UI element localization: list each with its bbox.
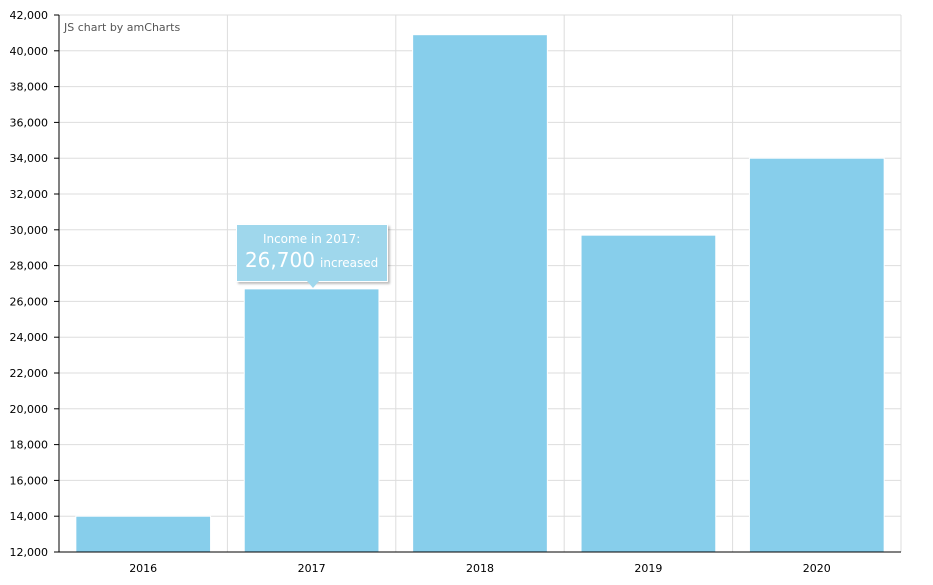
y-tick-label: 22,000 — [10, 367, 49, 380]
y-tick-label: 36,000 — [10, 116, 49, 129]
y-tick-label: 24,000 — [10, 331, 49, 344]
y-tick-label: 30,000 — [10, 224, 49, 237]
chart-credit[interactable]: JS chart by amCharts — [63, 21, 180, 34]
x-tick-label: 2018 — [466, 562, 494, 575]
y-tick-label: 42,000 — [10, 9, 49, 22]
y-tick-label: 28,000 — [10, 260, 49, 273]
bar-2018 — [412, 34, 548, 553]
bars — [75, 34, 885, 553]
tooltip-title: Income in 2017: — [262, 231, 361, 246]
tooltip-suffix: increased — [320, 255, 379, 270]
x-tick-label: 2019 — [634, 562, 662, 575]
bar-2017 — [243, 288, 380, 553]
y-tick-label: 14,000 — [10, 510, 49, 523]
y-tick-label: 18,000 — [10, 439, 49, 452]
y-tick-label: 32,000 — [10, 188, 49, 201]
balloon-tooltip: Income in 2017: 26,700 increased — [235, 223, 388, 288]
y-tick-label: 12,000 — [10, 546, 49, 559]
y-tick-label: 26,000 — [10, 295, 49, 308]
x-tick-label: 2016 — [129, 562, 157, 575]
bar-2019 — [580, 234, 717, 553]
tooltip-pointer — [306, 280, 319, 288]
axes: 12,000 14,000 16,000 18,000 20,000 22,000 24,0… — [10, 9, 901, 575]
x-tick-label: 2017 — [298, 562, 326, 575]
bar-2020 — [748, 157, 885, 553]
y-tick-label: 20,000 — [10, 403, 49, 416]
bar-2016 — [75, 515, 212, 553]
tooltip-value: 26,700 — [244, 247, 315, 272]
y-tick-label: 34,000 — [10, 152, 49, 165]
tooltip-body: 26,700 increased — [237, 248, 387, 272]
y-tick-label: 40,000 — [10, 45, 49, 58]
x-tick-label: 2020 — [803, 562, 831, 575]
y-tick-label: 38,000 — [10, 81, 49, 94]
y-tick-label: 16,000 — [10, 474, 49, 487]
